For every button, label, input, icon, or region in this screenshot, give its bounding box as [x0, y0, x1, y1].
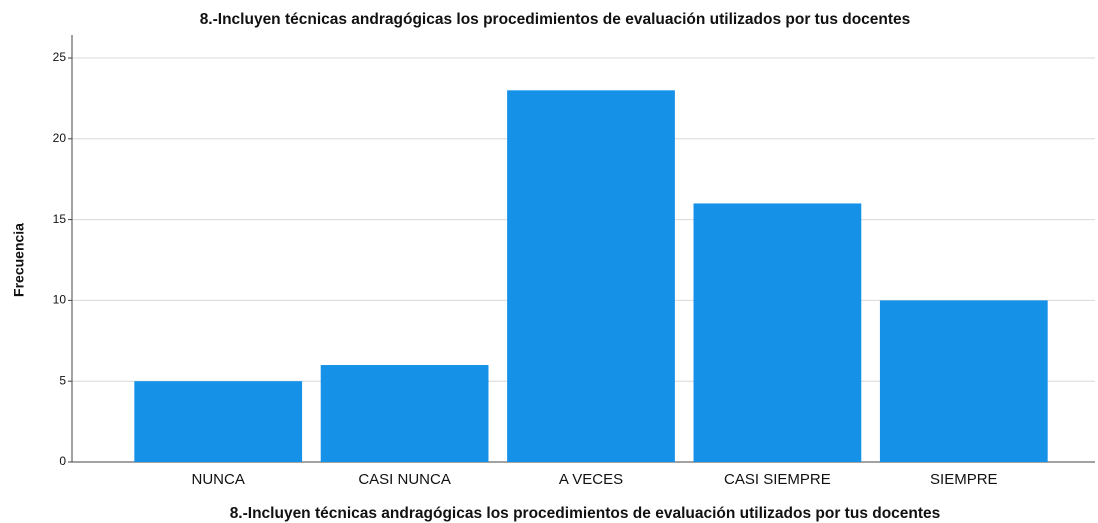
- x-axis-label: 8.-Incluyen técnicas andragógicas los pr…: [230, 505, 941, 522]
- bar: [693, 203, 862, 462]
- bar: [879, 300, 1048, 462]
- y-tick-label: 20: [53, 131, 67, 145]
- y-tick-label: 15: [53, 212, 67, 226]
- x-tick-label: CASI NUNCA: [358, 471, 451, 488]
- y-tick-label: 5: [59, 373, 66, 387]
- bar: [134, 381, 303, 462]
- y-axis-label: Frecuencia: [11, 223, 27, 297]
- y-tick-label: 25: [53, 50, 67, 64]
- y-tick-label: 10: [53, 293, 67, 307]
- x-tick-label: A VECES: [559, 471, 623, 488]
- bar: [320, 365, 489, 462]
- chart-title: 8.-Incluyen técnicas andragógicas los pr…: [200, 11, 911, 28]
- x-tick-label: NUNCA: [192, 471, 245, 488]
- bar: [507, 90, 675, 462]
- y-tick-label: 0: [59, 454, 66, 468]
- x-tick-label: SIEMPRE: [930, 471, 998, 488]
- x-tick-label: CASI SIEMPRE: [724, 471, 831, 488]
